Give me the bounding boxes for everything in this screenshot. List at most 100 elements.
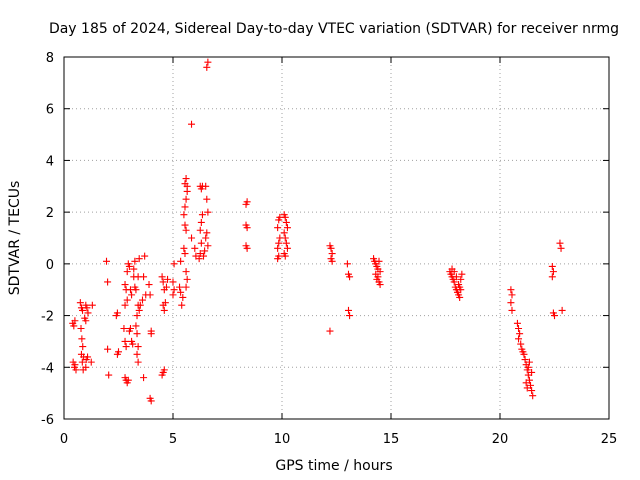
y-tick-label: -4 (41, 361, 54, 376)
data-point (159, 278, 167, 286)
y-tick-label: -6 (41, 413, 54, 428)
data-point (79, 343, 87, 351)
data-point (200, 252, 208, 260)
data-point (203, 195, 211, 203)
data-point (195, 255, 203, 263)
data-point (204, 58, 212, 66)
data-point (181, 203, 189, 211)
data-point (376, 281, 384, 289)
data-point (282, 239, 290, 247)
data-point (78, 358, 86, 366)
y-tick-label: 2 (46, 206, 54, 221)
data-point (548, 273, 556, 281)
data-point (556, 239, 564, 247)
data-point (82, 317, 90, 325)
data-point (450, 268, 458, 276)
data-point (140, 273, 148, 281)
x-tick-label: 10 (274, 432, 291, 447)
data-point (275, 239, 283, 247)
x-tick-label: 20 (492, 432, 509, 447)
data-point (182, 195, 190, 203)
data-point (280, 229, 288, 237)
data-point (136, 301, 144, 309)
data-point (281, 252, 289, 260)
data-point (71, 361, 79, 369)
data-point (529, 392, 537, 400)
data-point (104, 345, 112, 353)
data-point (281, 234, 289, 242)
data-point (132, 322, 140, 330)
data-point (133, 312, 141, 320)
data-point (182, 226, 190, 234)
data-point (104, 278, 112, 286)
data-point (452, 273, 460, 281)
data-point (283, 244, 291, 252)
data-point (87, 358, 95, 366)
data-point (328, 250, 336, 258)
data-point (558, 306, 566, 314)
data-point (243, 224, 251, 232)
data-point (134, 358, 142, 366)
data-point (275, 252, 283, 260)
data-point (121, 301, 129, 309)
data-point (169, 291, 177, 299)
data-point (180, 244, 188, 252)
data-point (133, 330, 141, 338)
data-point (72, 366, 80, 374)
data-point (456, 293, 464, 301)
data-point (274, 244, 282, 252)
data-point (120, 325, 128, 332)
data-point (125, 327, 133, 335)
data-point (456, 283, 464, 291)
data-point (124, 376, 132, 384)
data-point (528, 368, 536, 376)
data-point (281, 213, 289, 221)
data-point (549, 268, 557, 276)
data-point (123, 296, 131, 304)
data-point (181, 221, 189, 229)
data-point (202, 234, 210, 242)
data-point (88, 301, 96, 309)
data-point (343, 260, 351, 268)
data-point (82, 363, 90, 371)
data-point (203, 229, 211, 237)
data-point (274, 224, 282, 232)
data-point (183, 275, 191, 283)
data-point (202, 182, 210, 190)
data-point (183, 182, 191, 190)
data-point (243, 198, 251, 206)
data-point (177, 288, 185, 296)
data-point (105, 371, 113, 379)
data-point (70, 322, 78, 330)
data-point (326, 327, 334, 335)
data-point (121, 281, 129, 289)
data-point (372, 270, 380, 278)
plot-frame (63, 56, 610, 420)
data-point (517, 340, 525, 348)
data-point (328, 257, 336, 265)
data-point (344, 306, 352, 314)
data-point (198, 211, 206, 219)
x-tick-label: 0 (60, 432, 68, 447)
data-point (528, 387, 536, 395)
data-point (520, 350, 528, 358)
data-point (197, 218, 205, 226)
x-tick-label: 15 (383, 432, 400, 447)
data-point (450, 278, 458, 286)
x-tick-label: 25 (601, 432, 618, 447)
data-point (160, 306, 168, 314)
data-point (557, 244, 565, 252)
data-point (147, 330, 155, 338)
data-point (458, 270, 466, 278)
data-point (170, 286, 178, 294)
data-point (203, 63, 211, 71)
data-point (196, 226, 204, 234)
data-point (282, 218, 290, 226)
data-point (134, 343, 142, 351)
y-tick-label: 4 (46, 154, 54, 169)
y-tick-label: 8 (46, 51, 54, 66)
data-point (204, 208, 212, 216)
data-point (161, 299, 169, 307)
data-point (516, 330, 524, 338)
data-point (133, 350, 141, 358)
